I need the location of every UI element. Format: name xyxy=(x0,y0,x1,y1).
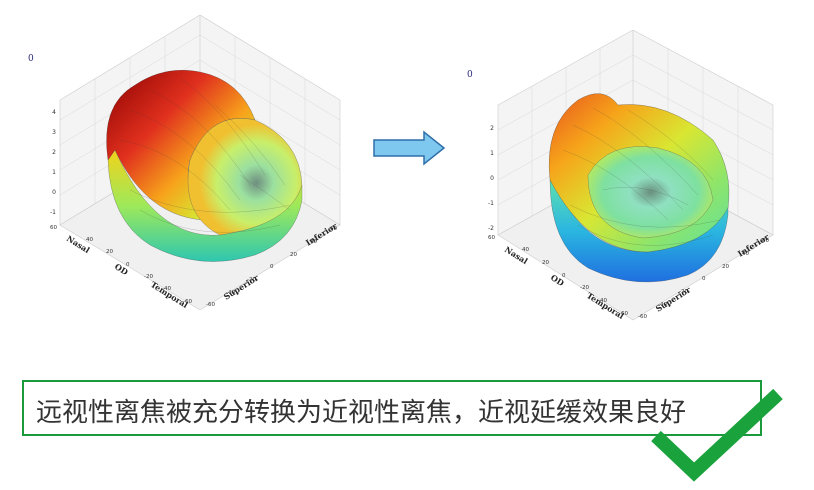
left-z-tick: 2 xyxy=(52,149,56,156)
left-x-tick: 60 xyxy=(50,225,57,231)
left-y-tick: 20 xyxy=(106,249,113,255)
right-3d-surface-plot: 2 1 0 -1 -2 60 40 20 0 -20 -40 -60 Nasal… xyxy=(478,30,788,325)
left-y-tick: -60 xyxy=(183,299,192,305)
right-x-tick: 40 xyxy=(522,247,529,253)
right-z-tick: -1 xyxy=(488,200,494,207)
left-right-tick: 0 xyxy=(270,264,274,270)
right-y-tick: -40 xyxy=(598,298,607,304)
left-y-tick: -40 xyxy=(162,286,171,292)
caption-box: 远视性离焦被充分转换为近视性离焦，近视延缓效果良好 xyxy=(22,380,762,436)
caption-text: 远视性离焦被充分转换为近视性离焦，近视延缓效果良好 xyxy=(36,398,687,428)
right-z-tick: 2 xyxy=(490,125,494,132)
left-z-tick: -1 xyxy=(50,209,56,216)
right-right-tick: -40 xyxy=(658,302,667,308)
left-z-tick: 1 xyxy=(52,169,56,176)
right-z-tick: 1 xyxy=(490,150,494,157)
right-right-tick: -20 xyxy=(679,289,688,295)
left-3d-surface-plot: 4 3 2 1 0 -1 60 40 20 0 -20 -40 -60 Nasa… xyxy=(40,10,360,310)
left-right-tick: 40 xyxy=(310,239,317,245)
left-y-tick: 0 xyxy=(126,262,130,268)
right-right-tick: 40 xyxy=(742,251,749,257)
left-right-tick: -20 xyxy=(247,277,256,283)
right-z-tick: 0 xyxy=(490,175,494,182)
left-y-tick: -20 xyxy=(144,274,153,280)
left-zero-label: 0 xyxy=(28,54,34,64)
right-z-tick: -2 xyxy=(488,225,494,232)
left-z-tick: 0 xyxy=(52,189,56,196)
right-y-tick: 0 xyxy=(562,273,566,279)
left-right-tick: -60 xyxy=(206,302,215,308)
left-z-tick: 3 xyxy=(52,129,56,136)
right-right-tick: 0 xyxy=(702,276,706,282)
left-z-tick: 4 xyxy=(52,109,56,116)
right-y-tick: 20 xyxy=(542,260,549,266)
left-right-tick: 60 xyxy=(330,226,337,232)
right-x-tick: 60 xyxy=(488,235,495,241)
right-arrow-icon xyxy=(372,130,446,170)
right-right-tick: 60 xyxy=(762,238,769,244)
right-right-tick: -60 xyxy=(638,314,647,320)
right-y-tick: -60 xyxy=(619,311,628,317)
checkmark-icon xyxy=(648,384,788,488)
right-right-tick: 20 xyxy=(722,264,729,270)
right-zero-label: 0 xyxy=(467,70,473,80)
left-x-tick: 40 xyxy=(86,237,93,243)
left-right-tick: 20 xyxy=(290,252,297,258)
left-right-tick: -40 xyxy=(226,290,235,296)
right-y-tick: -20 xyxy=(580,285,589,291)
